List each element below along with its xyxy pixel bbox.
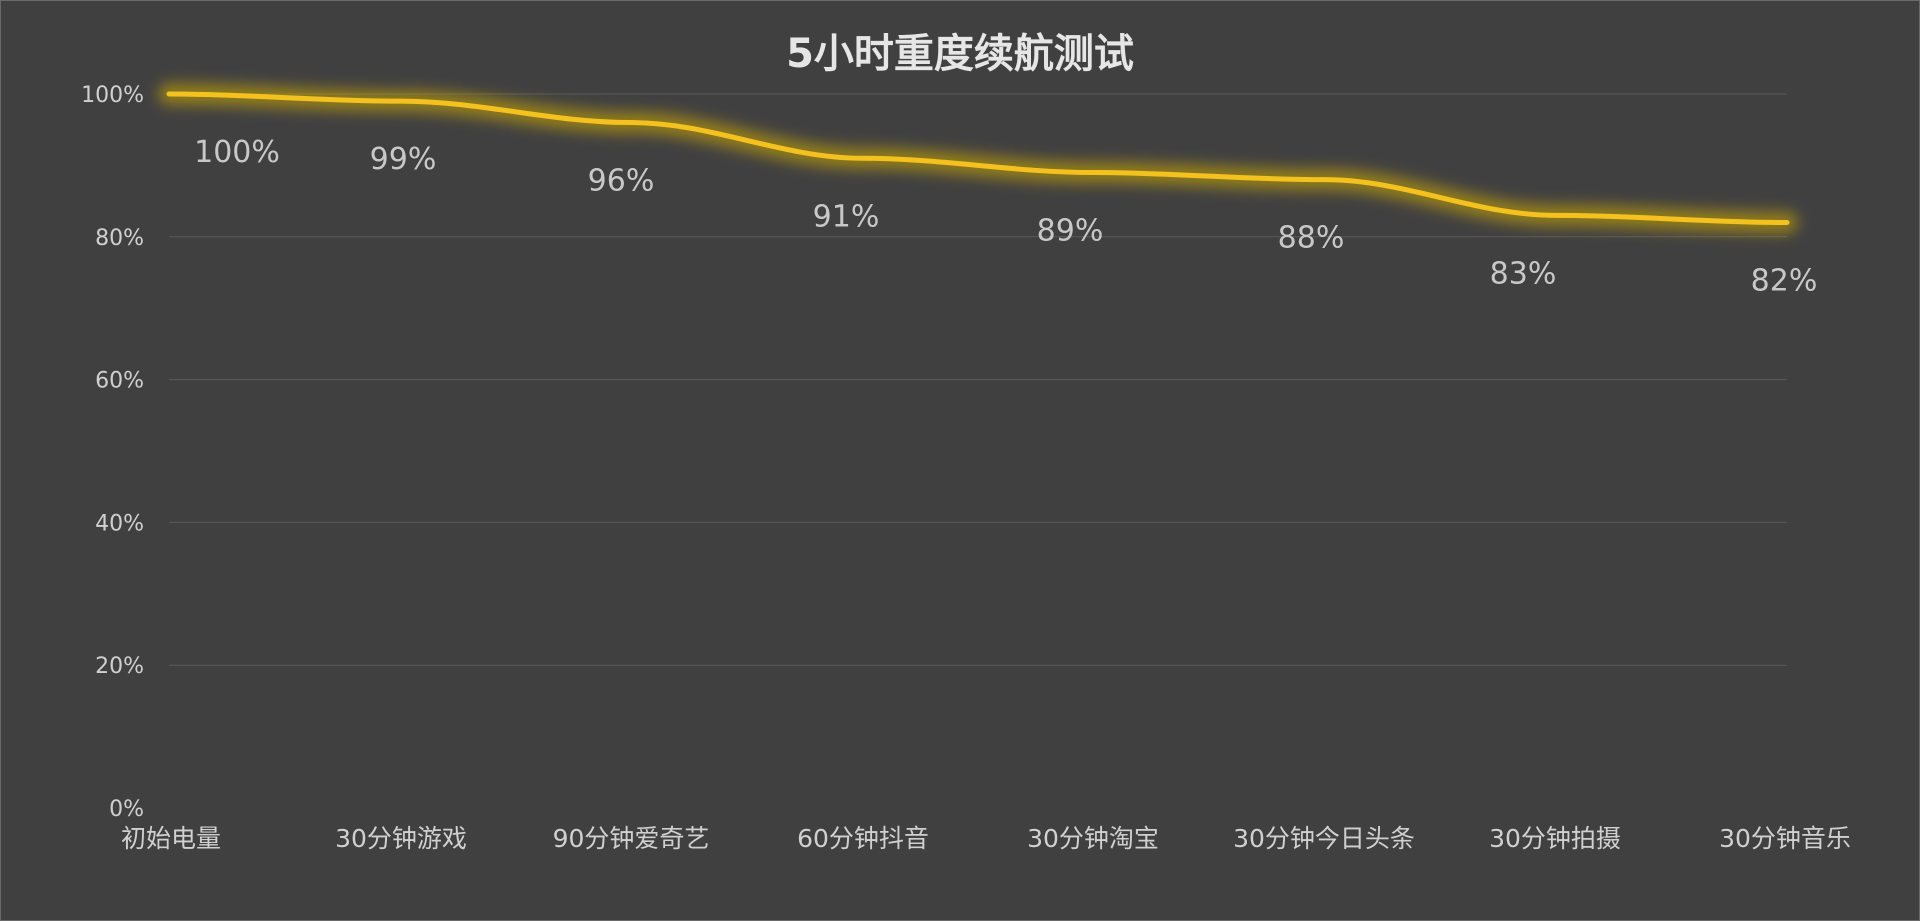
data-labels: 100% 99% 96% 91% 89% 88% 83% 82% bbox=[194, 135, 1817, 299]
x-tick-label: 30分钟淘宝 bbox=[1027, 824, 1159, 853]
x-tick-label: 初始电量 bbox=[121, 824, 221, 853]
y-tick-label: 40% bbox=[95, 511, 144, 536]
data-label: 89% bbox=[1037, 214, 1104, 249]
x-tick-label: 30分钟今日头条 bbox=[1233, 824, 1415, 853]
y-tick-label: 20% bbox=[95, 654, 144, 679]
x-tick-label: 30分钟音乐 bbox=[1719, 824, 1851, 853]
gridlines bbox=[169, 93, 1787, 666]
data-label: 100% bbox=[194, 135, 280, 170]
chart-title: 5小时重度续航测试 bbox=[786, 31, 1134, 77]
series-line-group bbox=[158, 83, 1798, 234]
x-tick-label: 60分钟抖音 bbox=[797, 824, 929, 853]
x-tick-label: 90分钟爱奇艺 bbox=[553, 824, 710, 853]
series-line bbox=[166, 91, 1790, 226]
data-label: 96% bbox=[588, 164, 655, 199]
data-label: 82% bbox=[1751, 264, 1818, 299]
y-tick-label: 100% bbox=[81, 83, 144, 108]
y-tick-label: 80% bbox=[95, 226, 144, 251]
x-axis-ticks: 初始电量 30分钟游戏 90分钟爱奇艺 60分钟抖音 30分钟淘宝 30分钟今日头条 30分… bbox=[121, 824, 1851, 853]
y-tick-label: 0% bbox=[109, 797, 144, 822]
data-label: 99% bbox=[370, 142, 437, 177]
data-label: 91% bbox=[813, 199, 880, 234]
x-tick-label: 30分钟游戏 bbox=[335, 824, 467, 853]
data-label: 88% bbox=[1278, 221, 1345, 256]
x-tick-label: 30分钟拍摄 bbox=[1489, 824, 1621, 853]
y-axis-ticks: 0% 20% 40% 60% 80% 100% bbox=[81, 83, 144, 822]
data-label: 83% bbox=[1490, 256, 1557, 291]
y-tick-label: 60% bbox=[95, 369, 144, 394]
